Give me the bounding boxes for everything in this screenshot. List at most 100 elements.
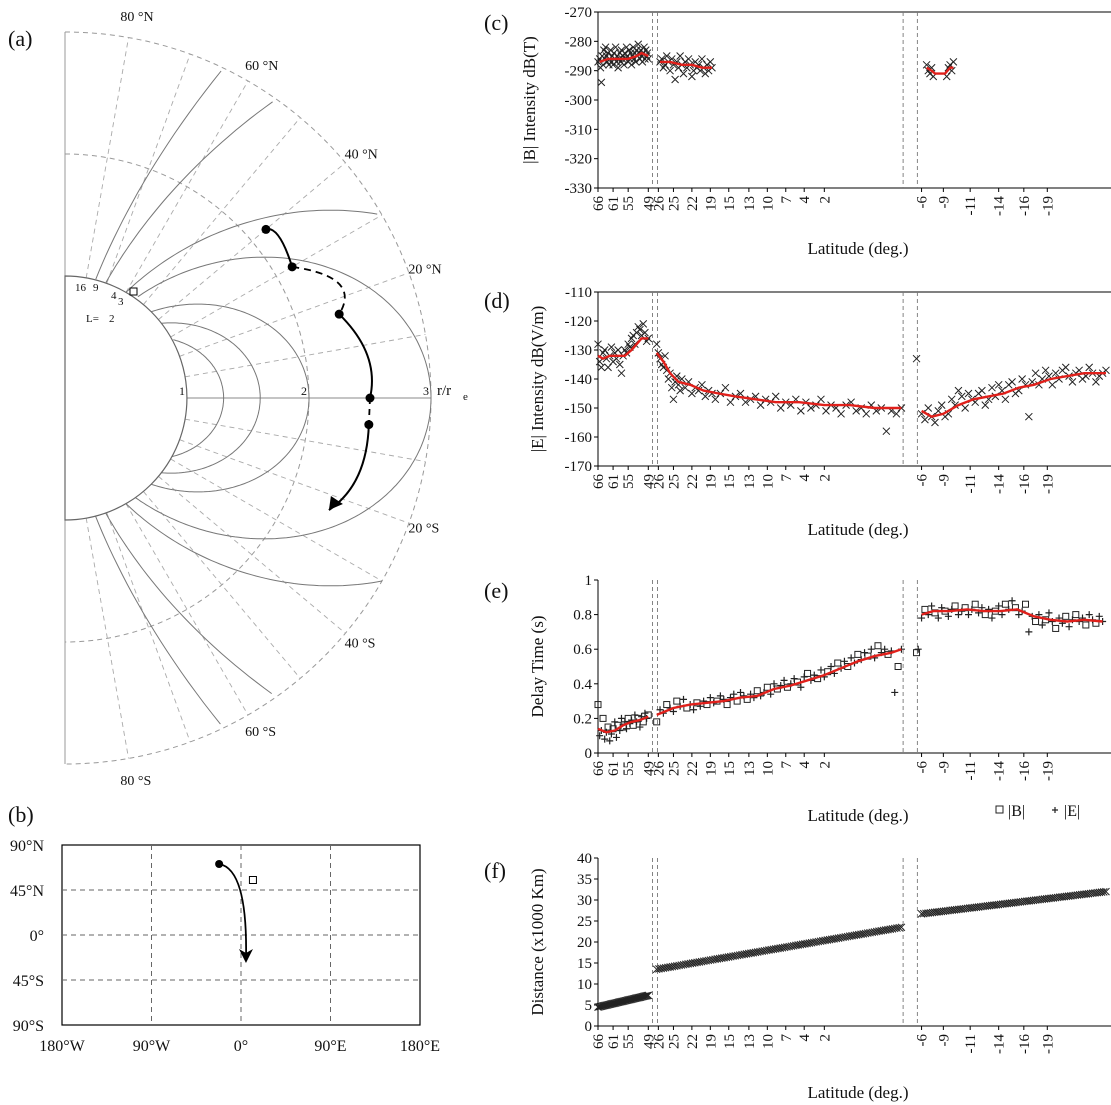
y-tick-label: 0.6 [573, 642, 592, 658]
x-tick-label: -16 [1017, 761, 1033, 781]
data-point [891, 688, 899, 696]
data-point [596, 732, 604, 740]
r-tick-label: 1 [179, 384, 185, 398]
data-point [931, 609, 939, 617]
y-tick-label: 0.8 [573, 608, 592, 624]
data-point [698, 55, 706, 63]
x-tick-label: 7 [779, 474, 795, 482]
trend-line [925, 66, 954, 75]
data-point [721, 383, 730, 392]
data-point [679, 69, 688, 78]
x-tick-label: 7 [779, 1034, 795, 1042]
y-tick-label: 30 [577, 893, 592, 909]
x-tick-label: 49 [641, 474, 657, 489]
x-tick-label: 49 [641, 1034, 657, 1049]
data-point [780, 676, 788, 684]
l-shell-label: 9 [93, 282, 99, 294]
x-tick-label: 55 [621, 761, 637, 776]
x-tick-label: -19 [1040, 1034, 1056, 1054]
data-point [667, 383, 676, 392]
panel-label-e: (e) [484, 578, 508, 603]
x-tick-label: 66 [591, 196, 607, 212]
trajectory-solid [338, 313, 373, 399]
latitude-label: 80 °N [120, 10, 153, 25]
data-point [862, 409, 871, 418]
data-point [604, 363, 612, 372]
data-point [612, 733, 620, 741]
latitude-line [179, 272, 410, 357]
x-tick-label: 7 [779, 196, 795, 204]
y-tick-label: -280 [565, 34, 593, 50]
trajectory-point [261, 224, 271, 234]
x-tick-label: -14 [992, 196, 1008, 216]
field-line [95, 70, 222, 280]
x-tick-label: -9 [936, 1034, 952, 1047]
data-point [1072, 611, 1080, 619]
data-point [1041, 366, 1050, 375]
latitude-line [170, 458, 383, 582]
x-tick-label: -14 [992, 761, 1008, 781]
trend-line [660, 60, 712, 69]
latitude-label: 60 °N [245, 59, 278, 74]
x-tick-label: 22 [685, 1034, 701, 1049]
x-tick-label: 55 [621, 1034, 637, 1049]
ground-track-arrowhead [238, 949, 253, 963]
latitude-line [158, 162, 346, 320]
trajectory-point [287, 262, 297, 272]
latitude-label: 40 °N [345, 147, 378, 162]
data-point [822, 407, 830, 415]
latitude-label: 80 °S [120, 774, 151, 789]
trajectory-point [334, 309, 344, 319]
data-point [730, 690, 738, 698]
data-point [614, 63, 622, 72]
data-point [1024, 412, 1033, 421]
data-point [604, 723, 612, 731]
x-tick-label: -16 [1017, 196, 1033, 216]
data-point [594, 701, 602, 709]
data-point [617, 369, 626, 378]
data-point [690, 706, 698, 714]
data-point [753, 687, 761, 695]
x-tick-label: -11 [963, 761, 979, 780]
data-point [954, 611, 962, 619]
data-point [837, 409, 845, 418]
x-tick-label: 22 [685, 761, 701, 776]
ground-track [218, 863, 247, 961]
map-y-tick-label: 0° [30, 928, 44, 945]
data-point [653, 718, 661, 726]
panel-label-a: (a) [8, 26, 32, 51]
trajectory-point [364, 420, 374, 430]
x-tick-label: 61 [606, 1034, 622, 1049]
l-shell-label: 3 [118, 296, 124, 308]
data-point [601, 43, 610, 52]
data-point [643, 991, 652, 1000]
data-point [922, 60, 931, 69]
x-tick-label: 10 [760, 474, 776, 489]
x-tick-label: 15 [722, 196, 738, 211]
trajectory-solid [265, 228, 294, 268]
x-tick-label: -19 [1040, 196, 1056, 216]
data-point [606, 737, 614, 745]
data-point [601, 735, 609, 743]
data-point [684, 55, 693, 63]
transmitter-marker [129, 287, 138, 296]
data-point [912, 354, 921, 363]
x-tick-label: 13 [742, 474, 758, 489]
data-point [827, 663, 835, 670]
data-point [1085, 363, 1094, 372]
data-point [1068, 378, 1077, 386]
transmitter-marker [248, 876, 257, 884]
x-tick-label: -6 [915, 474, 931, 487]
latitude-label: 20 °N [408, 263, 441, 278]
y-tick-label: 10 [577, 977, 592, 993]
data-point [644, 991, 653, 1000]
map-x-tick-label: 90°E [314, 1038, 346, 1055]
data-point [961, 404, 970, 412]
data-point [804, 669, 812, 677]
y-tick-label: 0.4 [573, 677, 592, 693]
x-axis-label: Latitude (deg.) [807, 520, 908, 539]
x-tick-label: 13 [742, 196, 758, 211]
data-point [680, 695, 687, 703]
data-point [1082, 621, 1090, 629]
y-tick-label: 0 [585, 1019, 593, 1035]
